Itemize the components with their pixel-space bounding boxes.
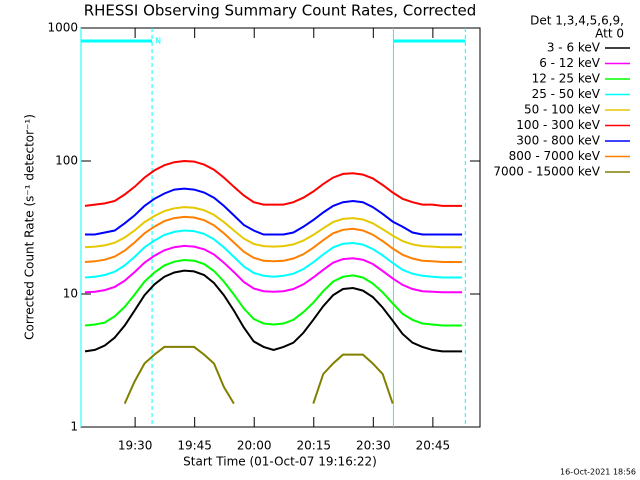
series-line bbox=[84, 215, 463, 263]
y-tick-label: 10 bbox=[63, 287, 78, 301]
series-line bbox=[84, 269, 463, 353]
legend-label: 100 - 300 keV bbox=[516, 118, 600, 132]
series-line bbox=[84, 244, 463, 294]
x-axis-label: Start Time (01-Oct-07 19:16:22) bbox=[183, 455, 377, 469]
x-tick-label: 20:30 bbox=[356, 439, 391, 453]
series-line bbox=[123, 345, 394, 405]
legend-title: Att 0 bbox=[595, 27, 624, 41]
series-line bbox=[85, 187, 463, 236]
legend-label: 300 - 800 keV bbox=[516, 134, 600, 148]
legend-label: 3 - 6 keV bbox=[547, 41, 601, 55]
chart-title: RHESSI Observing Summary Count Rates, Co… bbox=[84, 2, 477, 20]
legend-label: 7000 - 15000 keV bbox=[493, 165, 600, 179]
y-tick-label: 1 bbox=[70, 420, 78, 434]
legend-label: 800 - 7000 keV bbox=[509, 149, 601, 163]
timestamp: 16-Oct-2021 18:56 bbox=[560, 468, 636, 477]
interval-label: N bbox=[155, 37, 161, 46]
legend-title: Det 1,3,4,5,6,9, bbox=[530, 14, 624, 28]
legend-label: 50 - 100 keV bbox=[524, 103, 601, 117]
legend-label: 25 - 50 keV bbox=[532, 87, 601, 101]
series-line bbox=[84, 229, 463, 279]
x-tick-label: 19:30 bbox=[118, 439, 153, 453]
x-tick-label: 20:45 bbox=[416, 439, 451, 453]
y-tick-label: 100 bbox=[55, 154, 78, 168]
series-line bbox=[84, 206, 463, 249]
series-line bbox=[84, 159, 463, 207]
y-axis-label: Corrected Count Rate (s⁻¹ detector⁻¹) bbox=[23, 114, 37, 340]
y-tick-label: 1000 bbox=[47, 21, 78, 35]
legend-label: 6 - 12 keV bbox=[539, 56, 601, 70]
x-tick-label: 20:15 bbox=[296, 439, 331, 453]
legend-label: 12 - 25 keV bbox=[532, 72, 601, 86]
series-line bbox=[84, 258, 463, 327]
x-tick-label: 19:45 bbox=[177, 439, 212, 453]
x-tick-label: 20:00 bbox=[237, 439, 272, 453]
